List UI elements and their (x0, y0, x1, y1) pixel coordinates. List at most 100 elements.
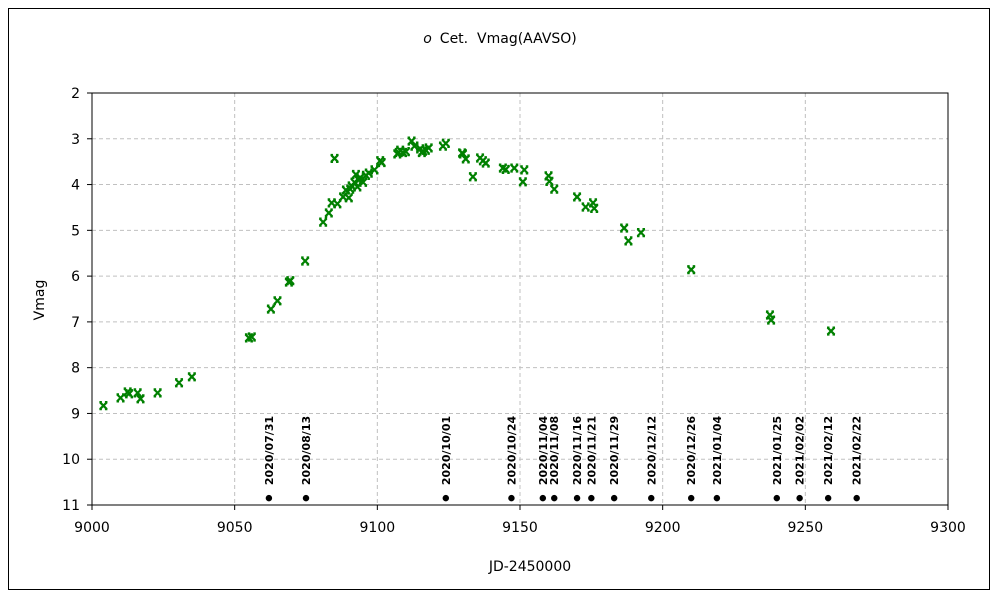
data-point (624, 236, 633, 246)
data-point (518, 177, 528, 187)
data-point (766, 315, 776, 325)
data-point (247, 332, 257, 342)
y-tick-label: 2 (71, 86, 80, 102)
date-label: 2021/02/12 (822, 416, 835, 485)
data-point (244, 333, 254, 343)
data-point (133, 388, 142, 398)
data-point (330, 153, 339, 164)
y-tick-label: 3 (71, 132, 80, 148)
y-tick-label: 11 (62, 498, 80, 514)
date-marker (551, 494, 558, 502)
data-point (377, 157, 386, 168)
data-point (481, 158, 491, 168)
date-marker (573, 494, 581, 502)
y-tick-label: 4 (71, 178, 80, 194)
data-point (686, 265, 696, 275)
data-point (136, 394, 145, 404)
chart-title: ο Cet. Vmag(AAVSO) (423, 31, 577, 47)
date-label: 2021/02/22 (851, 416, 864, 485)
data-point (324, 208, 334, 218)
data-point (318, 217, 328, 227)
data-point (353, 182, 362, 192)
data-point (765, 310, 775, 320)
data-point (351, 169, 361, 180)
x-axis-label: JD-2450000 (488, 559, 571, 575)
date-label: 2020/08/13 (300, 416, 313, 485)
y-tick-label: 7 (71, 315, 80, 331)
data-point (549, 184, 559, 194)
date-label: 2020/11/04 (537, 416, 550, 486)
date-marker (824, 494, 832, 502)
data-point (401, 146, 411, 157)
data-point (273, 296, 282, 306)
date-marker (508, 494, 515, 502)
data-point (510, 163, 519, 173)
date-marker (773, 494, 780, 502)
data-point (589, 203, 599, 213)
date-marker (265, 494, 273, 502)
data-point (286, 276, 295, 286)
date-marker (610, 494, 618, 502)
date-label: 2021/01/04 (711, 416, 724, 486)
plot-area (91, 92, 949, 506)
x-tick-label: 9200 (645, 520, 681, 536)
date-label: 2020/11/29 (608, 416, 621, 485)
y-tick-label: 5 (71, 223, 80, 239)
data-point (588, 198, 598, 208)
data-point (636, 228, 646, 238)
data-point (572, 192, 582, 202)
data-point (826, 326, 836, 336)
title-text: Cet. Vmag(AAVSO) (440, 31, 577, 47)
x-tick-label: 9100 (360, 520, 396, 536)
y-axis-label: Vmag (32, 280, 48, 321)
data-point (544, 171, 553, 181)
date-marker (302, 494, 310, 502)
date-marker (853, 494, 860, 502)
data-point (370, 165, 379, 175)
data-point (300, 256, 310, 266)
date-label: 2021/02/02 (794, 416, 807, 485)
data-point (116, 393, 125, 403)
date-label: 2021/01/25 (771, 416, 784, 485)
date-label: 2020/11/16 (571, 416, 584, 486)
x-tick-label: 9250 (788, 520, 824, 536)
data-point (187, 372, 197, 382)
date-label: 2020/12/26 (685, 416, 698, 486)
data-point (266, 304, 276, 314)
data-point (520, 165, 529, 175)
y-tick-label: 6 (71, 269, 80, 285)
y-tick-label: 10 (62, 452, 80, 468)
data-point (398, 147, 408, 158)
date-label: 2020/10/24 (505, 416, 518, 486)
data-point (619, 223, 629, 233)
date-label: 2020/07/31 (263, 416, 276, 485)
data-point (468, 172, 478, 182)
data-point (458, 149, 468, 159)
data-point (418, 146, 428, 156)
data-point (424, 143, 433, 153)
title-symbol: ο (423, 31, 432, 47)
data-point (344, 193, 354, 203)
data-point (153, 388, 162, 398)
data-point (545, 176, 554, 186)
data-point (501, 164, 511, 175)
date-marker (588, 494, 595, 502)
data-point (581, 202, 590, 212)
data-point (407, 136, 416, 146)
date-marker (539, 494, 547, 502)
date-marker (442, 494, 450, 502)
date-marker (648, 494, 655, 502)
data-point (358, 177, 368, 187)
y-tick-label: 8 (71, 361, 80, 377)
data-point (441, 138, 451, 148)
date-marker (713, 494, 721, 502)
x-tick-label: 9300 (930, 520, 966, 536)
data-point (461, 154, 471, 164)
x-tick-label: 9000 (74, 520, 110, 536)
data-point (410, 141, 419, 151)
data-point (99, 401, 108, 411)
date-marker (688, 494, 695, 502)
date-marker (796, 494, 803, 502)
date-label: 2020/10/01 (440, 416, 453, 485)
